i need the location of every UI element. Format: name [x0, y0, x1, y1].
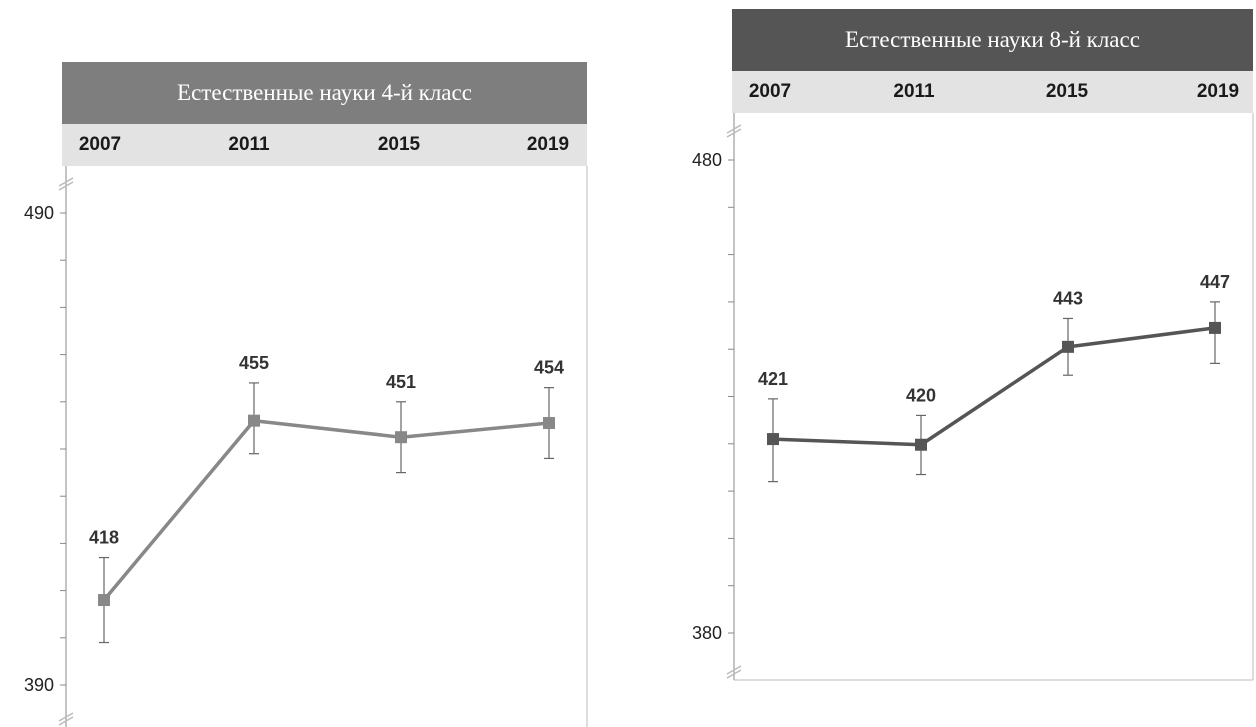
year-header: 2007 2011 2015 2019 — [732, 71, 1253, 113]
year-label: 2007 — [78, 134, 122, 155]
axis-break-mark — [58, 712, 74, 722]
year-header: 2007 2011 2015 2019 — [62, 124, 587, 166]
data-label: 455 — [239, 353, 269, 373]
plot-area: 390 490 418 455 451 454 — [24, 166, 588, 727]
year-label: 2019 — [1196, 81, 1240, 102]
data-point — [98, 594, 110, 607]
y-tick-label: 480 — [692, 150, 722, 170]
data-label: 447 — [1200, 272, 1230, 292]
axis-break-mark — [58, 177, 74, 187]
axis-break-mark — [58, 181, 74, 191]
y-tick-label: 380 — [692, 623, 722, 643]
data-label: 443 — [1053, 288, 1083, 308]
data-label: 454 — [534, 358, 564, 378]
year-label: 2019 — [526, 134, 570, 155]
year-label: 2015 — [377, 134, 421, 155]
series-line — [772, 326, 1216, 447]
axis-break-mark — [726, 124, 742, 134]
data-point — [767, 433, 779, 446]
data-point — [395, 431, 407, 444]
chart-8th-grade: Естественные науки 8-й класс 2007 2011 2… — [660, 0, 1256, 727]
axis-break-mark — [726, 128, 742, 138]
axis-break-mark — [726, 669, 742, 679]
axis-break-mark — [726, 665, 742, 675]
data-point — [248, 414, 260, 427]
data-point — [915, 438, 927, 451]
data-label: 421 — [758, 369, 788, 389]
y-tick-label: 390 — [24, 675, 54, 695]
axis-break-mark — [58, 716, 74, 726]
chart-title: Естественные науки 8-й класс — [732, 9, 1253, 71]
data-point — [1062, 340, 1074, 353]
chart-title: Естественные науки 4-й класс — [62, 62, 587, 124]
plot-area: 380 480 421 420 443 447 — [692, 113, 1254, 681]
year-label: 2011 — [893, 81, 935, 102]
year-label: 2007 — [748, 81, 792, 102]
data-point — [543, 417, 555, 430]
chart-4th-grade: Естественные науки 4-й класс 2007 2011 2… — [0, 0, 600, 727]
data-label: 420 — [906, 385, 936, 405]
data-label: 451 — [386, 372, 416, 392]
series-line — [102, 418, 550, 602]
data-point — [1209, 321, 1221, 334]
y-tick-label: 490 — [24, 203, 54, 223]
year-label: 2011 — [228, 134, 270, 155]
data-label: 418 — [89, 528, 119, 548]
year-label: 2015 — [1045, 81, 1089, 102]
